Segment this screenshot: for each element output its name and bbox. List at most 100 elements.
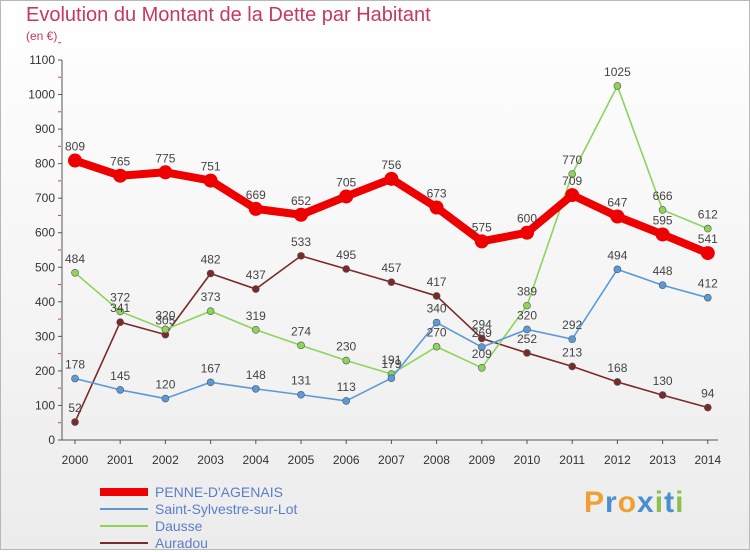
data-point-saint-sylvestre-sur-lot — [387, 374, 396, 382]
data-point-dausse — [477, 363, 486, 372]
data-label-penne-d-agenais: 595 — [653, 213, 673, 227]
data-point-auradou — [387, 278, 396, 286]
data-point-penne-d-agenais — [655, 227, 670, 242]
data-label-dausse: 191 — [381, 353, 401, 367]
data-point-auradou — [432, 292, 441, 300]
data-label-saint-sylvestre-sur-lot: 179 — [381, 357, 401, 371]
data-label-penne-d-agenais: 775 — [155, 151, 175, 165]
data-label-saint-sylvestre-sur-lot: 167 — [201, 361, 221, 375]
data-label-dausse: 770 — [562, 153, 582, 167]
data-point-auradou — [477, 334, 486, 343]
data-point-dausse — [568, 170, 577, 178]
y-tick-label: 400 — [35, 295, 55, 309]
legend-swatch-auradou — [100, 542, 148, 544]
data-point-saint-sylvestre-sur-lot — [568, 335, 577, 343]
data-point-penne-d-agenais — [565, 188, 580, 203]
axes: 0 100 200 300 400 500 600 700 800 900 1000 1100 2000… — [28, 42, 721, 467]
data-label-dausse: 209 — [472, 347, 492, 361]
data-label-auradou: 305 — [155, 314, 175, 328]
data-point-penne-d-agenais — [248, 201, 263, 216]
y-tick-label: 0 — [48, 433, 55, 447]
data-point-penne-d-agenais — [158, 165, 173, 180]
logo-letter: o — [617, 486, 638, 519]
data-label-saint-sylvestre-sur-lot: 448 — [653, 264, 673, 278]
data-label-saint-sylvestre-sur-lot: 120 — [155, 378, 175, 392]
data-point-saint-sylvestre-sur-lot — [703, 293, 712, 302]
logo-letter: t — [664, 486, 676, 519]
x-tick-label: 2004 — [242, 453, 269, 467]
legend-item-saint-sylvestre: Saint-Sylvestre-sur-Lot — [100, 501, 360, 518]
y-tick-label: 1000 — [28, 88, 55, 102]
x-tick-label: 2001 — [107, 453, 134, 467]
data-point-penne-d-agenais — [203, 173, 218, 188]
x-tick-label: 2014 — [694, 453, 721, 467]
legend-item-penne: PENNE-D'AGENAIS — [100, 484, 360, 501]
data-label-auradou: 52 — [68, 401, 82, 415]
data-label-auradou: 457 — [381, 261, 401, 275]
data-label-auradou: 495 — [336, 248, 356, 262]
data-label-dausse: 389 — [517, 285, 537, 299]
x-tick-label: 2005 — [288, 453, 315, 467]
legend-label-auradou: Auradou — [155, 535, 208, 551]
x-tick-label: 2003 — [197, 453, 224, 467]
data-point-saint-sylvestre-sur-lot — [71, 374, 79, 383]
legend-swatch-dausse — [100, 525, 148, 527]
data-point-dausse — [703, 224, 712, 233]
y-tick-label: 900 — [35, 122, 55, 136]
data-point-auradou — [71, 418, 79, 426]
data-label-saint-sylvestre-sur-lot: 148 — [246, 368, 266, 382]
data-label-saint-sylvestre-sur-lot: 145 — [110, 369, 130, 383]
data-label-auradou: 252 — [517, 332, 537, 346]
y-tick-label: 200 — [35, 364, 55, 378]
series-lines — [68, 82, 715, 426]
data-point-auradou — [206, 269, 215, 278]
data-label-penne-d-agenais: 541 — [698, 232, 718, 246]
logo-letter: x — [637, 486, 655, 519]
data-point-auradou — [568, 362, 577, 371]
data-label-penne-d-agenais: 575 — [472, 220, 492, 234]
data-point-saint-sylvestre-sur-lot — [658, 281, 667, 290]
data-point-auradou — [523, 349, 531, 357]
data-label-saint-sylvestre-sur-lot: 412 — [698, 277, 718, 291]
data-label-auradou: 341 — [110, 301, 130, 315]
data-point-penne-d-agenais — [68, 153, 82, 168]
legend: PENNE-D'AGENAIS Saint-Sylvestre-sur-Lot … — [100, 484, 360, 552]
data-label-dausse: 230 — [336, 340, 356, 354]
data-point-auradou — [658, 391, 667, 399]
y-tick-label: 100 — [35, 398, 55, 412]
data-point-dausse — [252, 325, 260, 334]
data-point-penne-d-agenais — [294, 207, 308, 222]
data-label-saint-sylvestre-sur-lot: 292 — [562, 318, 582, 332]
data-point-saint-sylvestre-sur-lot — [477, 343, 486, 351]
data-label-dausse: 1025 — [604, 65, 631, 79]
y-tick-label: 300 — [35, 329, 55, 343]
series-line-dausse — [74, 85, 709, 375]
data-point-saint-sylvestre-sur-lot — [252, 385, 260, 393]
data-label-penne-d-agenais: 709 — [562, 174, 582, 188]
x-tick-label: 2010 — [514, 453, 541, 467]
data-label-saint-sylvestre-sur-lot: 340 — [427, 302, 447, 316]
x-tick-label: 2012 — [604, 453, 631, 467]
data-label-penne-d-agenais: 652 — [291, 194, 311, 208]
data-label-auradou: 533 — [291, 235, 311, 249]
y-tick-label: 700 — [35, 191, 55, 205]
data-point-dausse — [523, 301, 531, 310]
data-point-penne-d-agenais — [384, 171, 399, 186]
x-tick-label: 2009 — [468, 453, 495, 467]
logo-letter: P — [584, 486, 606, 519]
data-point-penne-d-agenais — [113, 168, 128, 183]
data-label-auradou: 213 — [562, 345, 582, 359]
chart-title: Evolution du Montant de la Dette par Hab… — [26, 4, 431, 26]
data-label-auradou: 168 — [607, 361, 627, 375]
data-label-dausse: 612 — [698, 208, 718, 222]
data-label-saint-sylvestre-sur-lot: 269 — [472, 326, 492, 340]
data-point-dausse — [161, 325, 170, 334]
data-label-saint-sylvestre-sur-lot: 320 — [517, 308, 537, 322]
data-point-penne-d-agenais — [429, 200, 444, 215]
data-point-auradou — [252, 285, 260, 293]
y-tick-label: 600 — [35, 226, 55, 240]
data-point-saint-sylvestre-sur-lot — [613, 265, 622, 274]
data-point-saint-sylvestre-sur-lot — [342, 397, 351, 405]
x-tick-label: 2007 — [378, 453, 405, 467]
